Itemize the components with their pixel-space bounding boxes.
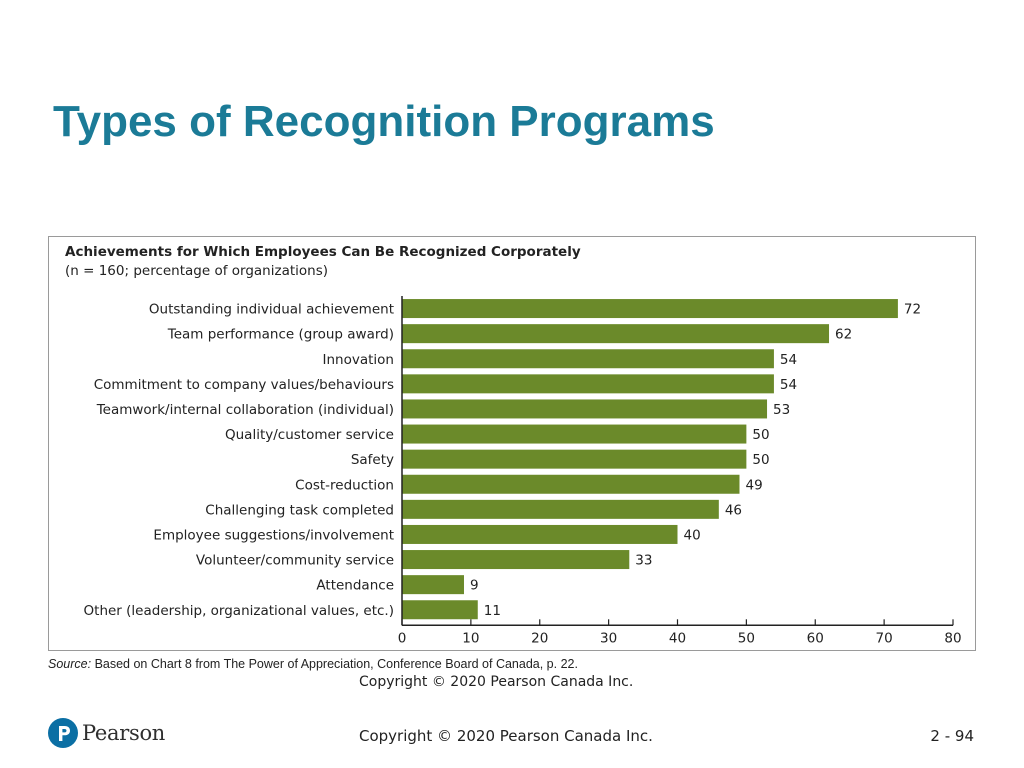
- category-label: Safety: [351, 452, 394, 468]
- bar: [402, 374, 774, 394]
- bar: [402, 524, 678, 544]
- category-label: Volunteer/community service: [196, 553, 394, 569]
- bar: [402, 424, 747, 444]
- category-label: Teamwork/internal collaboration (individ…: [96, 402, 394, 418]
- category-label: Other (leadership, organizational values…: [84, 603, 394, 619]
- x-tick-label: 30: [600, 630, 617, 646]
- x-tick-label: 20: [531, 630, 548, 646]
- category-label: Innovation: [323, 352, 394, 368]
- source-text: Based on Chart 8 from The Power of Appre…: [91, 657, 578, 671]
- data-label: 53: [773, 402, 790, 418]
- chart-frame: [48, 236, 976, 651]
- bar: [402, 449, 747, 469]
- slide-title: Types of Recognition Programs: [53, 97, 715, 146]
- x-tick-label: 70: [876, 630, 893, 646]
- category-label: Cost-reduction: [295, 477, 394, 493]
- data-label: 50: [752, 452, 769, 468]
- data-label: 49: [745, 477, 762, 493]
- pearson-wordmark: Pearson: [82, 721, 166, 745]
- data-label: 40: [684, 527, 701, 543]
- bar: [402, 349, 774, 369]
- data-label: 54: [780, 352, 797, 368]
- pearson-logo: Pearson: [48, 718, 165, 748]
- data-label: 9: [470, 578, 479, 594]
- data-label: 50: [752, 427, 769, 443]
- bar: [402, 299, 898, 319]
- data-label: 33: [635, 553, 652, 569]
- data-label: 54: [780, 377, 797, 393]
- category-label: Employee suggestions/involvement: [153, 527, 394, 543]
- bar: [402, 474, 740, 494]
- source-label: Source:: [48, 657, 92, 671]
- figure-source: Source: Based on Chart 8 from The Power …: [48, 657, 578, 671]
- category-label: Quality/customer service: [225, 427, 394, 443]
- x-tick-label: 10: [462, 630, 479, 646]
- x-tick-label: 80: [944, 630, 961, 646]
- category-label: Challenging task completed: [205, 502, 394, 518]
- data-label: 62: [835, 327, 852, 343]
- bar: [402, 550, 630, 570]
- data-label: 11: [484, 603, 501, 619]
- bar: [402, 324, 830, 344]
- category-label: Team performance (group award): [167, 327, 394, 343]
- figure-copyright: Copyright © 2020 Pearson Canada Inc.: [359, 674, 634, 690]
- data-label: 72: [904, 302, 921, 318]
- chart-subtitle: (n = 160; percentage of organizations): [65, 263, 329, 279]
- bar: [402, 499, 719, 519]
- bar: [402, 399, 768, 419]
- bar: [402, 600, 478, 620]
- page-number: 2 - 94: [930, 727, 974, 745]
- category-label: Attendance: [316, 578, 394, 594]
- x-tick-label: 0: [398, 630, 407, 646]
- footer-copyright: Copyright © 2020 Pearson Canada Inc.: [359, 727, 653, 745]
- x-tick-label: 50: [738, 630, 755, 646]
- chart-title: Achievements for Which Employees Can Be …: [65, 244, 581, 260]
- data-label: 46: [725, 502, 742, 518]
- pearson-p-icon: [48, 718, 78, 748]
- bar: [402, 575, 464, 595]
- x-tick-label: 60: [807, 630, 824, 646]
- category-label: Commitment to company values/behaviours: [94, 377, 394, 393]
- category-label: Outstanding individual achievement: [149, 302, 394, 318]
- x-tick-label: 40: [669, 630, 686, 646]
